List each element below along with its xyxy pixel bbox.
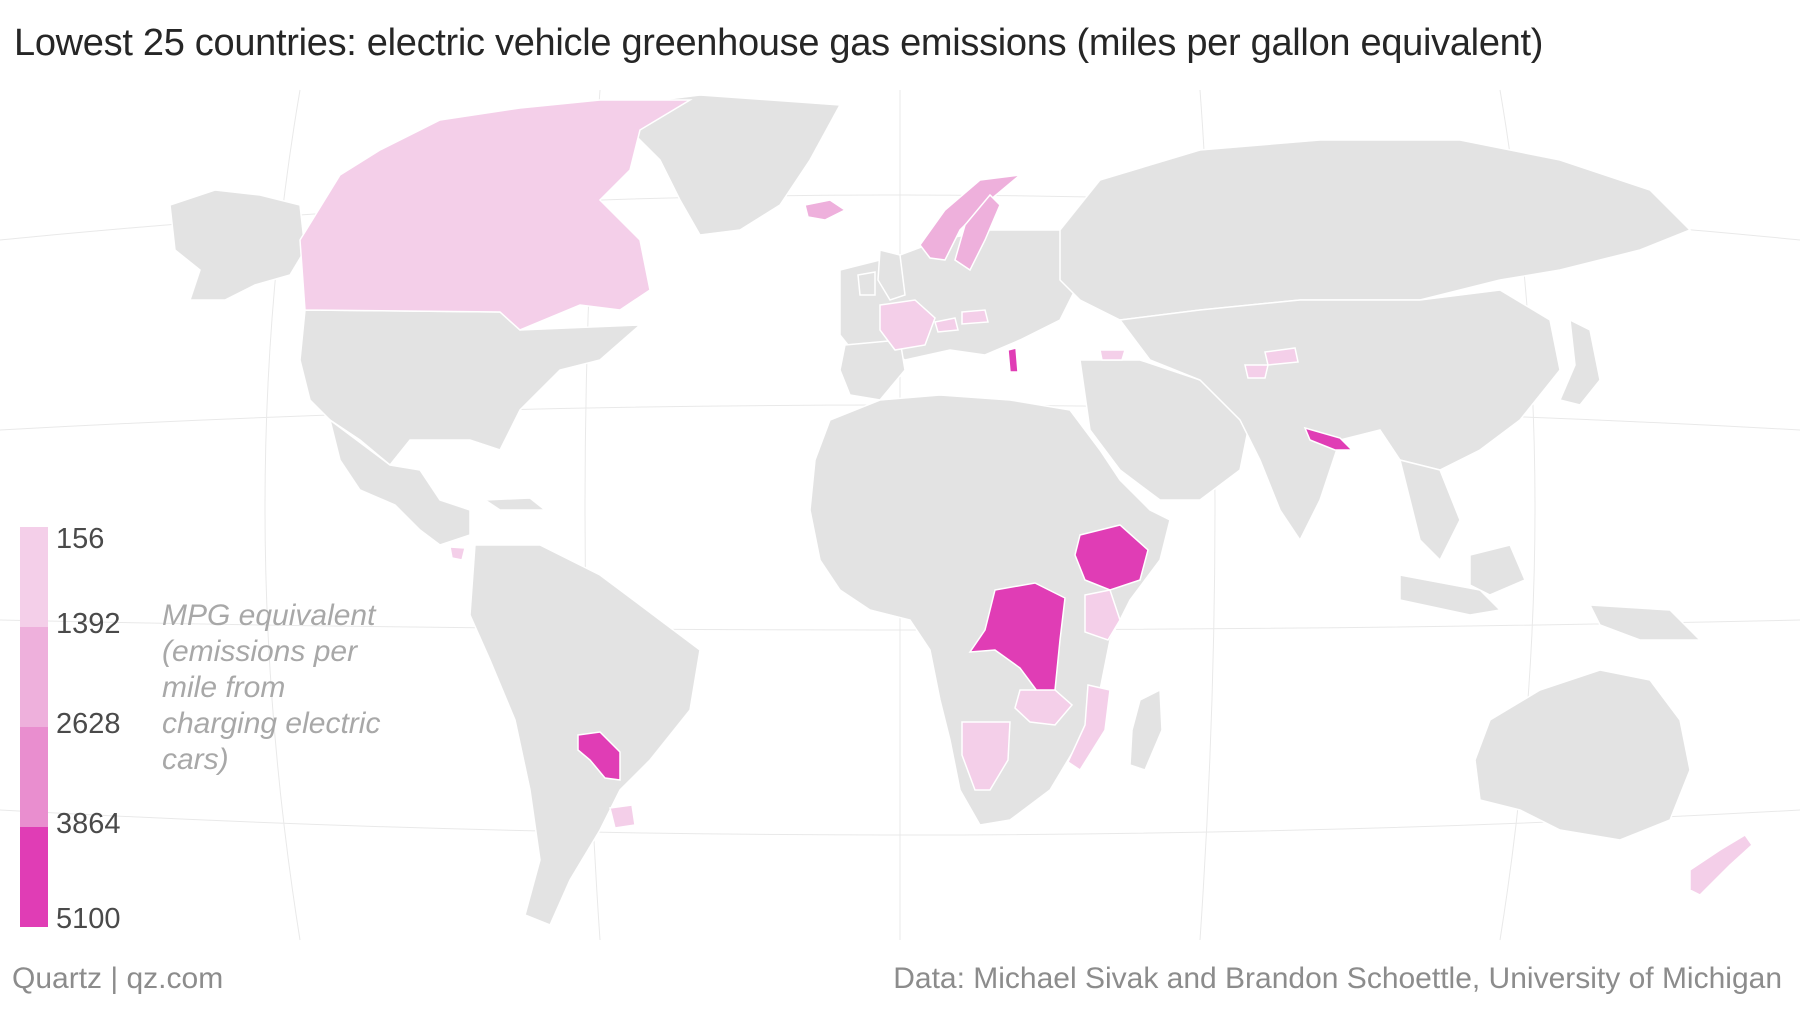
country-france xyxy=(879,299,936,351)
land-indonesia xyxy=(1399,574,1502,616)
country-sweden xyxy=(954,193,1001,272)
land-mexico xyxy=(328,418,471,546)
land-alaska xyxy=(169,189,306,301)
land-middle-east xyxy=(1079,359,1251,501)
country-nepal xyxy=(1303,426,1354,451)
legend-swatch-4 xyxy=(20,827,48,927)
credit-text: Quartz | qz.com xyxy=(12,962,224,995)
country-ethiopia xyxy=(1074,524,1149,591)
country-iceland xyxy=(804,199,847,221)
country-costa-rica xyxy=(449,546,466,561)
land-madagascar xyxy=(1129,688,1163,771)
land-japan xyxy=(1558,318,1601,406)
country-new-zealand xyxy=(1689,833,1753,896)
country-uruguay xyxy=(609,804,636,829)
country-switzerland xyxy=(934,317,959,333)
land-cuba xyxy=(482,497,548,511)
legend-tick-3: 3864 xyxy=(56,808,121,840)
land-new-guinea xyxy=(1588,604,1702,641)
land-usa xyxy=(299,309,643,467)
source-text: Data: Michael Sivak and Brandon Schoettl… xyxy=(893,962,1782,995)
legend-swatch-1 xyxy=(20,527,48,627)
land-borneo xyxy=(1469,544,1526,596)
legend-title: MPG equivalent (emissions per mile from … xyxy=(162,599,381,776)
country-albania xyxy=(1007,347,1019,373)
country-austria xyxy=(961,309,989,325)
legend-tick-0: 156 xyxy=(56,523,105,555)
land-russia xyxy=(1059,139,1692,321)
country-mozambique xyxy=(1067,684,1111,772)
country-tajikistan xyxy=(1244,364,1269,379)
land-uk xyxy=(877,249,906,301)
legend-tick-1: 1392 xyxy=(56,608,121,640)
legend-swatch-3 xyxy=(20,727,48,827)
country-paraguay xyxy=(577,731,621,781)
land-australia xyxy=(1474,669,1691,841)
country-zambia xyxy=(1014,689,1074,726)
land-se-asia xyxy=(1398,458,1461,562)
legend-swatch-2 xyxy=(20,627,48,727)
land-greenland xyxy=(618,94,842,236)
country-namibia xyxy=(961,721,1011,791)
legend-tick-4: 5100 xyxy=(56,903,121,935)
land-ireland xyxy=(857,271,876,296)
highlighted-countries xyxy=(299,99,1753,896)
map-title: Lowest 25 countries: electric vehicle gr… xyxy=(14,22,1544,64)
country-georgia xyxy=(1099,349,1127,361)
country-kyrgyzstan xyxy=(1264,347,1299,366)
legend-tick-2: 2628 xyxy=(56,708,121,740)
country-canada xyxy=(299,99,693,331)
country-kenya xyxy=(1084,589,1121,641)
